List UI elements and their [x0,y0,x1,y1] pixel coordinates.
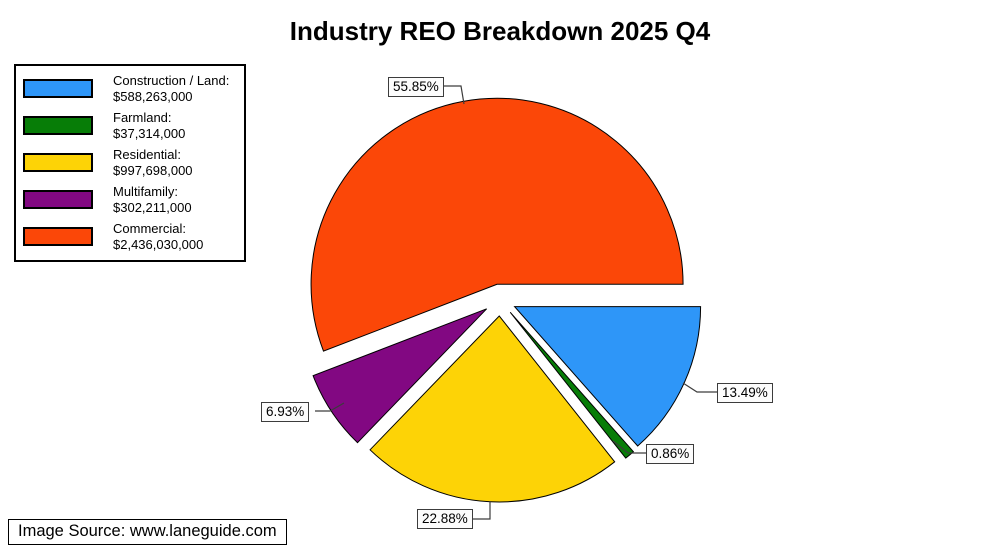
legend-text: Residential: $997,698,000 [113,147,193,178]
legend-swatch-farmland [23,116,93,135]
callout-multifamily [315,402,345,412]
pie-slice-multifamily [312,308,488,444]
legend-text: Commercial: $2,436,030,000 [113,221,203,252]
callout-construction [682,382,717,393]
legend-item-farmland: Farmland: $37,314,000 [23,110,238,141]
pct-label-commercial: 55.85% [388,77,444,97]
legend-item-commercial: Commercial: $2,436,030,000 [23,221,238,252]
callout-commercial [443,85,465,105]
legend-item-construction-land: Construction / Land: $588,263,000 [23,73,238,104]
legend-value: $37,314,000 [113,125,186,141]
pct-label-multifamily: 6.93% [261,402,310,422]
pie-slices [310,97,702,503]
legend-item-multifamily: Multifamily: $302,211,000 [23,184,238,215]
legend-label: Commercial: [113,221,186,236]
legend-swatch-commercial [23,227,93,246]
legend-text: Multifamily: $302,211,000 [113,184,192,215]
legend-value: $302,211,000 [113,199,192,215]
legend-swatch-multifamily [23,190,93,209]
legend-item-residential: Residential: $997,698,000 [23,147,238,178]
callout-residential [468,501,491,520]
legend-text: Construction / Land: $588,263,000 [113,73,229,104]
legend-label: Farmland: [113,110,172,125]
pct-label-construction-land: 13.49% [717,383,773,403]
pct-label-residential: 22.88% [417,509,473,529]
legend-value: $588,263,000 [113,88,193,104]
legend-swatch-residential [23,153,93,172]
legend-text: Farmland: $37,314,000 [113,110,185,141]
legend-value: $2,436,030,000 [113,236,204,252]
legend-label: Construction / Land: [113,73,230,88]
pct-label-farmland: 0.86% [646,444,695,464]
callout-lines [315,85,717,520]
callout-farmland [612,440,646,454]
legend-label: Residential: [113,147,181,162]
pie-slice-farmland [509,311,635,459]
legend: Construction / Land: $588,263,000 Farmla… [14,64,246,262]
legend-swatch-construction-land [23,79,93,98]
legend-label: Multifamily: [113,184,179,199]
source-note: Image Source: www.laneguide.com [8,519,287,545]
legend-value: $997,698,000 [113,162,193,178]
chart-title: Industry REO Breakdown 2025 Q4 [289,16,711,46]
